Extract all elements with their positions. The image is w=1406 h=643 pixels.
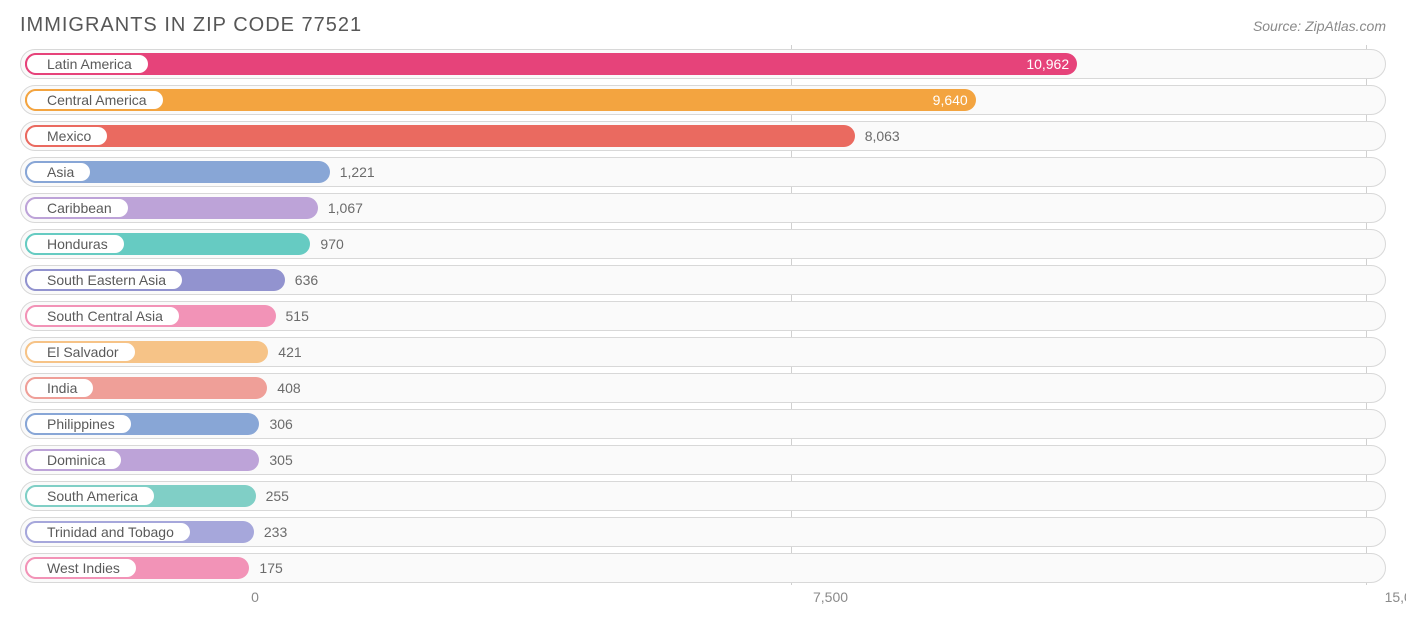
bar-label-pill: South America — [25, 485, 156, 507]
bar-row: Trinidad and Tobago 233 — [20, 517, 1386, 547]
bar-row: Latin America 10,962 — [20, 49, 1386, 79]
bar-label-pill: South Eastern Asia — [25, 269, 184, 291]
bar-label-pill: Asia — [25, 161, 92, 183]
bar-row: South America 255 — [20, 481, 1386, 511]
bar-row: India 408 — [20, 373, 1386, 403]
bar-value-label: 175 — [259, 554, 282, 582]
bar-row: Caribbean 1,067 — [20, 193, 1386, 223]
bar-value-label: 421 — [278, 338, 301, 366]
bar-label-pill: Mexico — [25, 125, 109, 147]
bar-label-pill: El Salvador — [25, 341, 137, 363]
bar-value-label: 8,063 — [865, 122, 900, 150]
bar-row: Central America 9,640 — [20, 85, 1386, 115]
bar-label-pill: South Central Asia — [25, 305, 181, 327]
bar-row: Asia 1,221 — [20, 157, 1386, 187]
bar-label-pill: West Indies — [25, 557, 138, 579]
bar-fill — [25, 53, 1077, 75]
bar-fill — [25, 125, 855, 147]
bar-label-pill: Trinidad and Tobago — [25, 521, 192, 543]
chart-source: Source: ZipAtlas.com — [1253, 14, 1386, 34]
bar-fill — [25, 89, 976, 111]
bar-label-pill: Philippines — [25, 413, 133, 435]
x-axis-tick: 7,500 — [813, 589, 848, 605]
bar-label-pill: India — [25, 377, 95, 399]
x-axis-tick: 0 — [251, 589, 259, 605]
bar-value-label: 636 — [295, 266, 318, 294]
bar-row: Honduras 970 — [20, 229, 1386, 259]
bar-label-pill: Caribbean — [25, 197, 130, 219]
bar-label-pill: Central America — [25, 89, 165, 111]
bar-row: West Indies 175 — [20, 553, 1386, 583]
bar-value-label: 9,640 — [933, 86, 968, 114]
bar-rows: Latin America 10,962 Central America 9,640 M… — [20, 49, 1386, 583]
bar-value-label: 408 — [277, 374, 300, 402]
bar-value-label: 10,962 — [1026, 50, 1069, 78]
bar-value-label: 255 — [266, 482, 289, 510]
x-axis: 07,50015,000 — [40, 589, 1366, 617]
bar-label-pill: Latin America — [25, 53, 150, 75]
bar-value-label: 306 — [269, 410, 292, 438]
bar-row: El Salvador 421 — [20, 337, 1386, 367]
chart-header: IMMIGRANTS IN ZIP CODE 77521 Source: Zip… — [0, 0, 1406, 45]
bar-label-pill: Dominica — [25, 449, 123, 471]
bar-label-pill: Honduras — [25, 233, 126, 255]
bar-value-label: 970 — [320, 230, 343, 258]
bar-value-label: 305 — [269, 446, 292, 474]
bar-row: Dominica 305 — [20, 445, 1386, 475]
bar-row: Mexico 8,063 — [20, 121, 1386, 151]
x-axis-tick: 15,000 — [1385, 589, 1406, 605]
bar-value-label: 515 — [286, 302, 309, 330]
bar-value-label: 233 — [264, 518, 287, 546]
bar-row: South Central Asia 515 — [20, 301, 1386, 331]
bar-value-label: 1,221 — [340, 158, 375, 186]
bar-value-label: 1,067 — [328, 194, 363, 222]
bar-row: South Eastern Asia 636 — [20, 265, 1386, 295]
chart-title: IMMIGRANTS IN ZIP CODE 77521 — [20, 14, 362, 37]
bar-row: Philippines 306 — [20, 409, 1386, 439]
chart-area: Latin America 10,962 Central America 9,640 M… — [0, 45, 1406, 617]
